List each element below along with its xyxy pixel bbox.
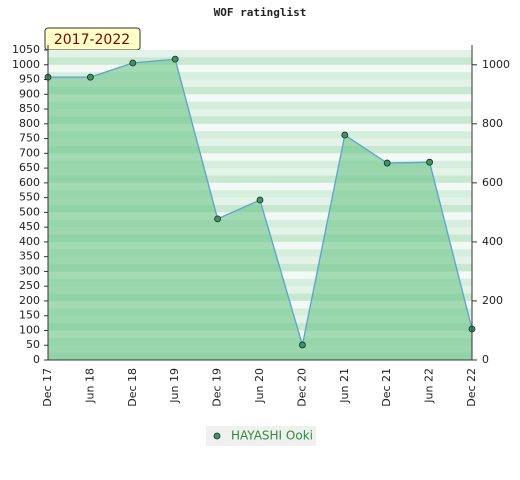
point bbox=[341, 131, 349, 139]
legend-text: HAYASHI Ooki bbox=[231, 429, 313, 443]
badge-text: 2017-2022 bbox=[54, 32, 130, 48]
y-tick-label: 250 bbox=[19, 279, 40, 292]
y-tick-label: 1050 bbox=[12, 43, 40, 56]
y-tick-label: 800 bbox=[19, 117, 40, 130]
y2-tick-label: 0 bbox=[482, 353, 489, 366]
y-tick-label: 550 bbox=[19, 191, 40, 204]
background-stripe bbox=[48, 160, 472, 169]
background-stripe bbox=[48, 138, 472, 147]
y-tick-label: 750 bbox=[19, 132, 40, 145]
y-tick-label: 300 bbox=[19, 264, 40, 277]
y2-tick-label: 1000 bbox=[482, 58, 510, 71]
background-stripe bbox=[48, 109, 472, 117]
y-tick-label: 150 bbox=[19, 309, 40, 322]
background-stripe bbox=[48, 79, 472, 88]
point bbox=[383, 159, 391, 167]
y-tick-label: 200 bbox=[19, 294, 40, 307]
background-stripe bbox=[48, 175, 472, 184]
y-tick-label: 950 bbox=[19, 73, 40, 86]
background-stripe bbox=[48, 94, 472, 102]
y-tick-label: 450 bbox=[19, 220, 40, 233]
background-stripe bbox=[48, 190, 472, 198]
y-tick-label: 900 bbox=[19, 87, 40, 100]
point bbox=[214, 215, 222, 223]
x-tick-label: Dec 20 bbox=[295, 368, 308, 407]
y-tick-label: 0 bbox=[33, 353, 40, 366]
y-tick-label: 400 bbox=[19, 235, 40, 248]
background-stripe bbox=[48, 116, 472, 125]
x-tick-label: Jun 19 bbox=[168, 368, 181, 404]
x-tick-label: Dec 17 bbox=[41, 368, 54, 407]
background-stripe bbox=[48, 145, 472, 154]
legend-marker bbox=[213, 432, 221, 440]
background-stripe bbox=[48, 72, 472, 80]
x-tick-label: Jun 22 bbox=[423, 368, 436, 404]
point bbox=[298, 341, 306, 349]
background-stripe bbox=[48, 123, 472, 132]
y-tick-label: 650 bbox=[19, 161, 40, 174]
point bbox=[426, 158, 434, 166]
x-tick-label: Dec 19 bbox=[211, 368, 224, 407]
area bbox=[48, 59, 472, 361]
point bbox=[256, 196, 264, 204]
point bbox=[129, 59, 137, 67]
y-tick-label: 100 bbox=[19, 323, 40, 336]
y-tick-label: 350 bbox=[19, 250, 40, 263]
y2-tick-label: 400 bbox=[482, 235, 503, 248]
background-stripe bbox=[48, 182, 472, 191]
x-tick-label: Jun 21 bbox=[338, 368, 351, 404]
background-stripe bbox=[48, 101, 472, 110]
point bbox=[87, 73, 94, 81]
x-tick-label: Jun 18 bbox=[83, 368, 96, 404]
background-stripe bbox=[48, 50, 472, 58]
background-stripe bbox=[48, 57, 472, 66]
y-tick-label: 850 bbox=[19, 102, 40, 115]
background-stripe bbox=[48, 86, 472, 95]
x-tick-label: Dec 21 bbox=[380, 368, 393, 407]
y-tick-label: 500 bbox=[19, 205, 40, 218]
y-tick-label: 1000 bbox=[12, 58, 40, 71]
x-tick-label: Dec 22 bbox=[465, 368, 478, 407]
x-tick-label: Jun 20 bbox=[253, 368, 266, 404]
background-stripe bbox=[48, 168, 472, 176]
y2-tick-label: 600 bbox=[482, 176, 503, 189]
y2-tick-label: 200 bbox=[482, 294, 503, 307]
y2-tick-label: 800 bbox=[482, 117, 503, 130]
background-stripe bbox=[48, 131, 472, 139]
y-tick-label: 600 bbox=[19, 176, 40, 189]
background-stripe bbox=[48, 64, 472, 73]
y-tick-label: 700 bbox=[19, 146, 40, 159]
legend-box bbox=[206, 426, 316, 446]
y-tick-label: 50 bbox=[26, 338, 40, 351]
background-stripe bbox=[48, 153, 472, 162]
point bbox=[171, 55, 179, 63]
x-tick-label: Dec 18 bbox=[126, 368, 139, 407]
chart-title: WOF ratinglist bbox=[214, 6, 307, 19]
